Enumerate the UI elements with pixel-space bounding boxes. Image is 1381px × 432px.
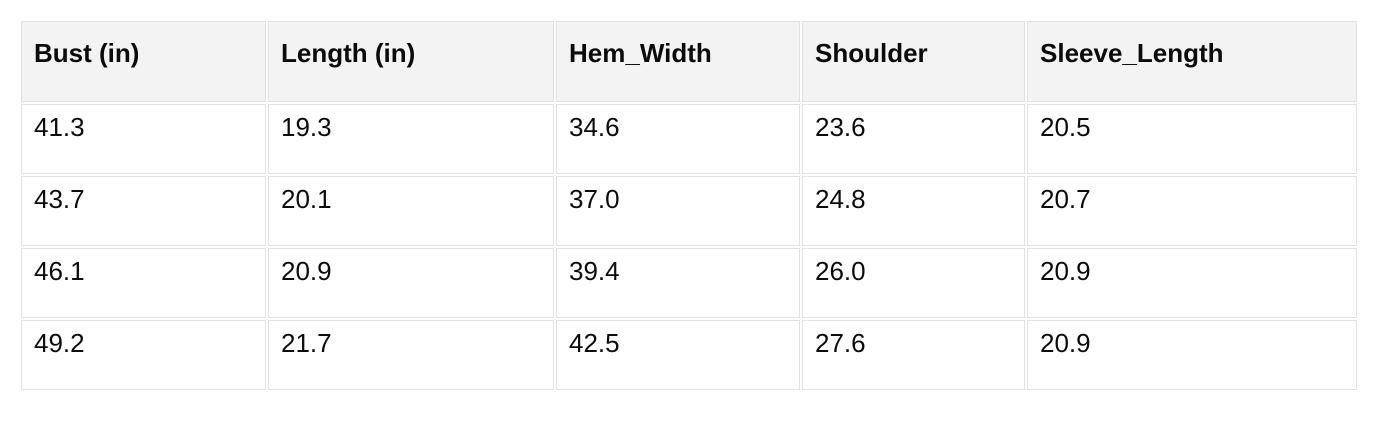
cell-hem-width: 39.4: [556, 248, 800, 318]
table-header-row: Bust (in) Length (in) Hem_Width Shoulder…: [21, 21, 1357, 102]
cell-hem-width: 42.5: [556, 320, 800, 390]
cell-sleeve-length: 20.9: [1027, 320, 1357, 390]
cell-sleeve-length: 20.7: [1027, 176, 1357, 246]
size-measurements-table: Bust (in) Length (in) Hem_Width Shoulder…: [19, 19, 1359, 392]
cell-bust: 43.7: [21, 176, 266, 246]
cell-sleeve-length: 20.5: [1027, 104, 1357, 174]
cell-length: 20.9: [268, 248, 554, 318]
cell-hem-width: 34.6: [556, 104, 800, 174]
cell-length: 21.7: [268, 320, 554, 390]
cell-shoulder: 27.6: [802, 320, 1025, 390]
cell-bust: 49.2: [21, 320, 266, 390]
cell-bust: 41.3: [21, 104, 266, 174]
table-row: 41.3 19.3 34.6 23.6 20.5: [21, 104, 1357, 174]
cell-hem-width: 37.0: [556, 176, 800, 246]
cell-bust: 46.1: [21, 248, 266, 318]
cell-shoulder: 24.8: [802, 176, 1025, 246]
cell-shoulder: 23.6: [802, 104, 1025, 174]
table-row: 43.7 20.1 37.0 24.8 20.7: [21, 176, 1357, 246]
cell-length: 20.1: [268, 176, 554, 246]
table-row: 49.2 21.7 42.5 27.6 20.9: [21, 320, 1357, 390]
table-row: 46.1 20.9 39.4 26.0 20.9: [21, 248, 1357, 318]
column-header-shoulder: Shoulder: [802, 21, 1025, 102]
cell-shoulder: 26.0: [802, 248, 1025, 318]
cell-sleeve-length: 20.9: [1027, 248, 1357, 318]
cell-length: 19.3: [268, 104, 554, 174]
column-header-length: Length (in): [268, 21, 554, 102]
column-header-hem-width: Hem_Width: [556, 21, 800, 102]
column-header-sleeve-length: Sleeve_Length: [1027, 21, 1357, 102]
column-header-bust: Bust (in): [21, 21, 266, 102]
